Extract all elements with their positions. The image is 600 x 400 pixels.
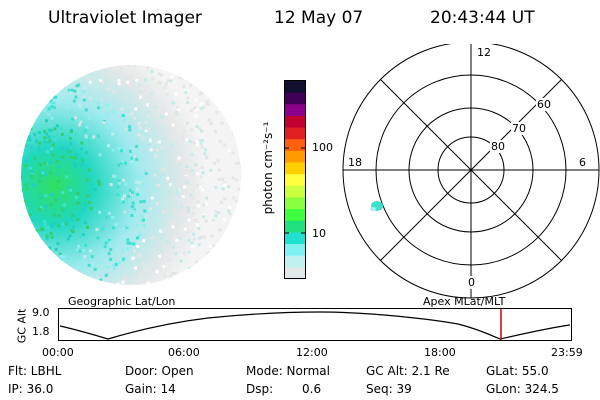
glat-info: GLat: 55.0	[486, 364, 549, 378]
lat-label-70: 70	[511, 122, 527, 135]
lat-label-60: 60	[536, 98, 552, 111]
timeline-left-title: Geographic Lat/Lon	[68, 295, 176, 308]
colorbar-segment	[285, 244, 305, 257]
colorbar-unit-label: photon cm⁻²s⁻¹	[261, 121, 275, 215]
lat-label-80: 80	[490, 140, 506, 153]
instrument-title: Ultraviolet Imager	[48, 8, 202, 28]
colorbar-segment	[285, 150, 305, 164]
timeline-xtick-1200: 12:00	[296, 346, 328, 359]
timeline-xtick-0600: 06:00	[168, 346, 200, 359]
colorbar-segment	[285, 104, 305, 117]
timeline-ytick-9: 9.0	[32, 306, 50, 319]
timeline-axis-label: GC Alt	[15, 308, 29, 344]
timeline-ytick-1-8: 1.8	[32, 325, 50, 338]
filter-info: Flt: LBHL	[8, 364, 62, 378]
polar-mlt-plot	[342, 44, 600, 299]
header-date: 12 May 07	[274, 8, 364, 28]
colorbar-segment	[285, 220, 305, 233]
seq-info: Seq: 39	[366, 382, 412, 396]
door-info: Door: Open	[125, 364, 194, 378]
ip-info: IP: 36.0	[8, 382, 54, 396]
colorbar-segment	[285, 174, 305, 187]
glon-info: GLon: 324.5	[486, 382, 559, 396]
colorbar-segment	[285, 81, 305, 94]
altitude-curve	[59, 311, 571, 340]
colorbar-segment	[285, 127, 305, 140]
timeline-xtick-1800: 18:00	[424, 346, 456, 359]
timeline-xtick-2359: 23:59	[551, 346, 583, 359]
colorbar-segment	[285, 115, 305, 129]
gc-alt-info: GC Alt: 2.1 Re	[366, 364, 450, 378]
colorbar-segment	[285, 185, 305, 198]
colorbar-tick-100: 100	[312, 141, 333, 154]
auroral-image	[21, 65, 241, 285]
gain-info: Gain: 14	[125, 382, 176, 396]
colorbar-segment	[285, 232, 305, 245]
mlt-label-6: 6	[578, 156, 587, 169]
colorbar-segment	[285, 139, 305, 152]
colorbar-segment	[285, 197, 305, 210]
header-time: 20:43:44 UT	[430, 8, 535, 28]
mlt-label-12: 12	[476, 46, 492, 59]
colorbar-tick-10: 10	[312, 227, 326, 240]
colorbar-segment	[285, 162, 305, 175]
colorbar-segment	[285, 255, 305, 268]
altitude-timeline	[58, 308, 572, 341]
timeline-right-title: Apex MLat/MLT	[423, 295, 506, 308]
timeline-xtick-0000: 00:00	[42, 346, 74, 359]
colorbar-segment	[285, 92, 305, 105]
color-scale-bar	[284, 80, 306, 280]
dsp-label: Dsp:	[246, 382, 274, 396]
image-pixels	[21, 65, 241, 285]
mlt-label-18: 18	[347, 156, 363, 169]
dsp-value: 0.6	[302, 382, 322, 396]
colorbar-segment	[285, 209, 305, 222]
mlt-label-0: 0	[467, 276, 476, 289]
colorbar-segment	[285, 267, 305, 280]
mode-info: Mode: Normal	[246, 364, 330, 378]
